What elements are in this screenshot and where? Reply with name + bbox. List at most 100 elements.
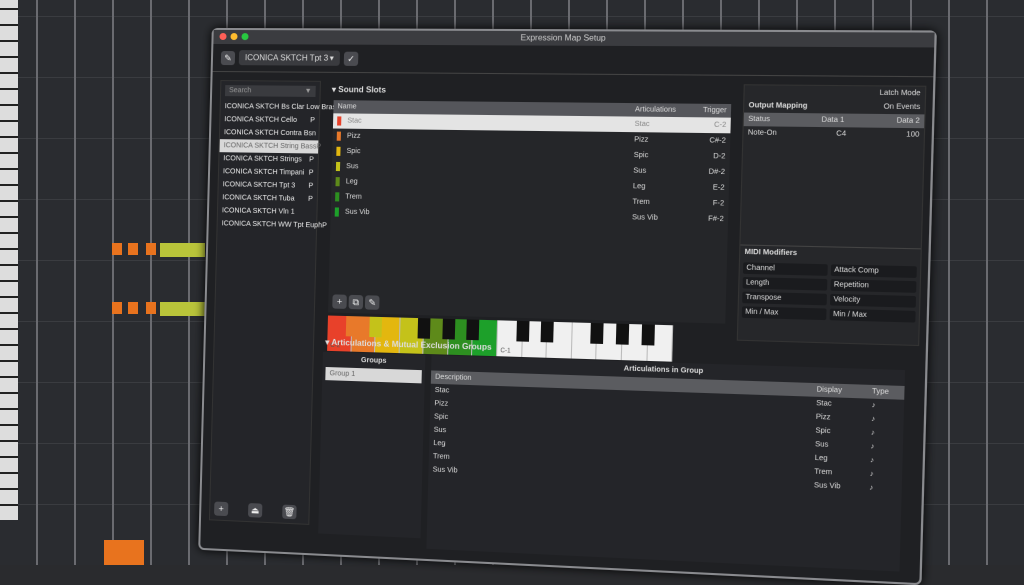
slot-name: Stac <box>347 118 634 128</box>
modifier-field[interactable]: Velocity <box>830 294 916 308</box>
map-flag: P <box>308 196 313 203</box>
note-event[interactable] <box>112 302 122 314</box>
map-name: ICONICA SKTCH Cello <box>224 116 297 124</box>
zoom-button[interactable] <box>241 33 248 40</box>
duplicate-icon[interactable]: ⧉ <box>349 295 364 310</box>
output-mapping-title: Output Mapping <box>749 102 808 110</box>
col-name[interactable]: Name <box>337 103 635 113</box>
modifier-label: Min / Max <box>745 308 778 316</box>
map-selector[interactable]: ICONICA SKTCH Tpt 3▾ <box>239 50 340 66</box>
col-trigger[interactable]: Trigger <box>683 107 727 115</box>
piano-black-key[interactable] <box>418 318 431 339</box>
articulation-display: Sus Vib <box>814 482 870 492</box>
pin-icon[interactable]: ✎ <box>221 51 235 65</box>
slot-name: Pizz <box>347 133 634 144</box>
slot-name: Sus <box>346 163 633 175</box>
note-type-icon: ♪ <box>869 484 897 493</box>
latch-mode-label[interactable]: Latch Mode <box>879 90 920 98</box>
piano-black-key[interactable] <box>467 319 480 340</box>
piano-black-key[interactable] <box>641 324 654 345</box>
piano-black-key[interactable] <box>369 317 382 338</box>
color-swatch[interactable] <box>336 162 340 171</box>
modifier-field[interactable]: Attack Comp <box>831 264 917 278</box>
articulation-display: Trem <box>814 468 870 478</box>
piano-keys-sidebar <box>0 0 18 520</box>
articulation-display: Spic <box>815 427 871 436</box>
map-flag: P <box>308 183 313 190</box>
col-articulations[interactable]: Articulations <box>635 106 684 114</box>
color-swatch[interactable] <box>337 116 341 125</box>
piano-black-key[interactable] <box>442 319 455 340</box>
note-event[interactable] <box>112 243 122 255</box>
slot-name: Sus Vib <box>345 209 632 222</box>
filter-icon[interactable]: ▼ <box>304 88 311 95</box>
map-name: ICONICA SKTCH Tuba <box>222 194 294 202</box>
add-icon[interactable]: + <box>214 501 228 516</box>
slot-articulation: Sus <box>633 167 682 175</box>
piano-black-key[interactable] <box>345 316 358 337</box>
map-name: ICONICA SKTCH Timpani <box>223 168 304 176</box>
map-name: ICONICA SKTCH Bs Clar Low Bras <box>225 103 336 111</box>
note-event[interactable] <box>160 243 205 257</box>
modifier-field[interactable]: Min / Max <box>742 306 827 320</box>
note-type-icon: ♪ <box>871 416 899 424</box>
minimize-button[interactable] <box>230 33 237 40</box>
events-dropdown[interactable]: On Events <box>883 103 920 111</box>
color-swatch[interactable] <box>336 147 340 156</box>
slot-articulation: Trem <box>632 199 681 207</box>
map-name: ICONICA SKTCH String Bass <box>224 142 317 150</box>
color-swatch[interactable] <box>335 177 339 186</box>
data2-cell: 100 <box>906 131 919 139</box>
groups-section: ▾ Articulations & Mutual Exclusion Group… <box>316 333 919 574</box>
map-flag: P <box>309 156 314 163</box>
search-input[interactable]: Search▼ <box>225 85 316 97</box>
close-button[interactable] <box>219 33 226 40</box>
note-event[interactable] <box>128 302 138 314</box>
add-icon[interactable]: + <box>332 294 347 309</box>
note-event[interactable] <box>128 243 138 255</box>
map-name: ICONICA SKTCH Strings <box>223 155 302 163</box>
piano-black-key[interactable] <box>616 324 629 345</box>
note-event[interactable] <box>104 540 144 565</box>
slot-trigger: E-2 <box>681 184 725 192</box>
piano-black-key[interactable] <box>591 323 604 344</box>
modifier-field[interactable]: Min / Max <box>830 309 916 323</box>
note-type-icon: ♪ <box>872 402 900 410</box>
map-name: ICONICA SKTCH Tpt 3 <box>245 53 328 63</box>
slot-name: Trem <box>345 193 632 205</box>
piano-black-key[interactable] <box>541 322 554 343</box>
slot-trigger: F#-2 <box>680 215 724 223</box>
color-swatch[interactable] <box>335 192 339 201</box>
modifier-field[interactable]: Repetition <box>830 279 916 293</box>
note-event[interactable] <box>160 302 205 316</box>
articulation-display: Pizz <box>816 414 872 423</box>
col-type[interactable]: Type <box>872 388 900 396</box>
map-list-item[interactable]: ICONICA SKTCH Contra Bsn <box>220 126 319 140</box>
modifier-field[interactable]: Transpose <box>742 292 827 306</box>
note-event[interactable] <box>146 302 156 314</box>
modifier-field[interactable]: Length <box>743 277 828 291</box>
note-event[interactable] <box>146 243 156 255</box>
col-data2: Data 2 <box>897 117 920 125</box>
piano-black-key[interactable] <box>516 321 529 342</box>
col-display[interactable]: Display <box>816 386 872 395</box>
color-swatch[interactable] <box>337 132 341 141</box>
modifier-label: Length <box>746 279 770 287</box>
modifier-field[interactable]: Channel <box>743 262 828 276</box>
check-icon[interactable]: ✓ <box>344 51 359 65</box>
group-item[interactable]: Group 1 <box>325 367 422 383</box>
map-list-item[interactable]: ICONICA SKTCH Bs Clar Low BrasP <box>221 100 320 114</box>
articulation-display: Stac <box>816 400 872 409</box>
color-swatch[interactable] <box>335 207 339 216</box>
trash-icon[interactable]: 🗑 <box>282 505 296 520</box>
map-flag: P <box>309 170 314 177</box>
edit-icon[interactable]: ✎ <box>365 295 380 310</box>
save-icon[interactable]: ⏏ <box>248 503 262 518</box>
section-title: Sound Slots <box>338 85 386 95</box>
map-flag: P <box>316 143 321 150</box>
modifier-label: Velocity <box>833 296 860 304</box>
